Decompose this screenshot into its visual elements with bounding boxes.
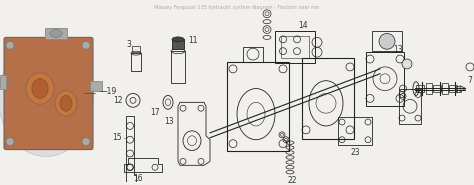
Text: 23: 23 (350, 148, 360, 157)
Bar (90, 81, 102, 90)
Ellipse shape (32, 79, 48, 98)
Bar (243, 47, 263, 61)
Bar (45, 28, 67, 39)
Text: 13: 13 (393, 45, 402, 54)
Bar (172, 39, 184, 49)
Bar (275, 31, 315, 63)
Circle shape (82, 138, 90, 146)
Text: 7: 7 (467, 76, 472, 85)
Bar (302, 58, 354, 139)
Text: 17: 17 (150, 108, 160, 117)
Text: 22: 22 (287, 176, 297, 185)
Text: Massey Ferguson 135 hydraulic system diagram - Tractors near me: Massey Ferguson 135 hydraulic system dia… (155, 5, 319, 10)
Ellipse shape (172, 37, 184, 42)
Text: 16: 16 (133, 174, 143, 183)
Bar (227, 62, 289, 151)
Ellipse shape (0, 40, 93, 157)
Text: 11: 11 (188, 36, 198, 45)
Text: 14: 14 (298, 21, 308, 30)
Bar (171, 51, 185, 83)
Bar (131, 53, 141, 71)
Bar (399, 89, 421, 124)
Bar (0, 75, 6, 89)
Bar (426, 83, 432, 95)
Bar (416, 85, 424, 92)
Ellipse shape (50, 30, 62, 37)
Circle shape (402, 59, 412, 69)
Circle shape (6, 41, 14, 49)
Polygon shape (460, 86, 466, 92)
Bar (281, 36, 309, 58)
Circle shape (6, 138, 14, 146)
Bar (366, 52, 404, 106)
Bar (449, 85, 457, 92)
Bar (456, 86, 462, 92)
Text: —19: —19 (100, 87, 117, 96)
Circle shape (379, 33, 395, 49)
Circle shape (82, 41, 90, 49)
Ellipse shape (55, 90, 77, 116)
Bar (433, 85, 441, 92)
Text: 12: 12 (113, 96, 123, 105)
Bar (338, 117, 372, 145)
Bar (132, 46, 140, 52)
Ellipse shape (60, 95, 72, 111)
Bar (372, 31, 402, 51)
Ellipse shape (26, 73, 54, 104)
Bar (442, 83, 448, 95)
FancyBboxPatch shape (4, 37, 93, 149)
Text: 3: 3 (127, 40, 131, 49)
Text: 13: 13 (164, 117, 174, 126)
Text: 15: 15 (112, 133, 122, 142)
